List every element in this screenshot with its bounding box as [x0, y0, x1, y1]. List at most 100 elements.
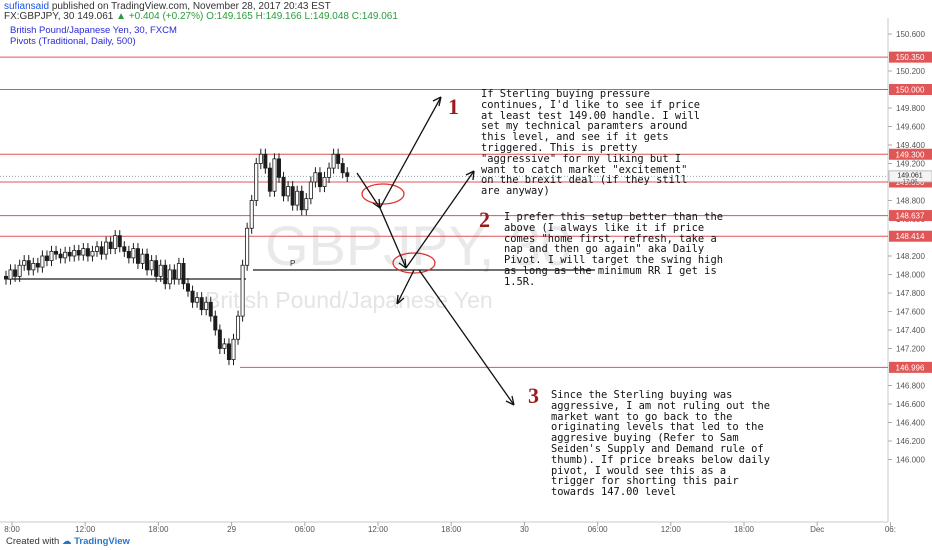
- candle-body: [35, 262, 40, 268]
- candle-body: [49, 250, 54, 262]
- candle-body: [54, 250, 59, 255]
- level-tag: [889, 51, 932, 63]
- level-tag-label: 149.000: [896, 178, 925, 187]
- price-tick-label: 147.600: [896, 308, 925, 317]
- note-number-2: 2: [479, 207, 490, 232]
- candle-body: [222, 343, 227, 349]
- candle-body: [158, 264, 163, 277]
- time-tick-label: 06:00: [588, 525, 609, 534]
- arrow-3-down[interactable]: [418, 269, 515, 406]
- level-tag: [889, 361, 932, 373]
- price-tick-label: 146.000: [896, 456, 925, 465]
- publish-line: sufiansaid published on TradingView.com,…: [4, 1, 331, 12]
- candle-body: [231, 338, 236, 361]
- level-tag: [889, 210, 932, 222]
- candle-body: [286, 186, 291, 197]
- arrow-2b-down[interactable]: [396, 269, 415, 305]
- candle-body: [108, 241, 113, 249]
- time-tick-label: 12:00: [661, 525, 682, 534]
- candle-body: [317, 172, 322, 188]
- candle-body: [72, 250, 77, 257]
- note-text-1[interactable]: If Sterling buying pressure continues, I…: [481, 88, 700, 198]
- price-tick-label: 146.600: [896, 400, 925, 409]
- author-link[interactable]: sufiansaid: [4, 1, 50, 12]
- arrowhead-3: [505, 395, 515, 406]
- price-tick-label: 149.400: [896, 141, 925, 150]
- footer: Created with ☁ TradingView: [6, 536, 130, 547]
- candle-body: [85, 248, 90, 257]
- candle-body: [58, 253, 63, 259]
- symbol-label: FX:GBPJPY, 30: [4, 11, 75, 22]
- current-price-tag: [888, 170, 932, 183]
- candle-body: [76, 250, 81, 256]
- entry-ellipse-1[interactable]: [361, 183, 405, 205]
- watermark-symbol: GBPJPY, 30: [265, 214, 572, 277]
- time-tick-label: 06:00: [295, 525, 316, 534]
- arrowhead-1-down: [372, 198, 381, 209]
- candle-body: [331, 153, 336, 169]
- note-text-3[interactable]: Since the Sterling buying was aggressive…: [551, 389, 770, 499]
- created-with-label: Created with: [6, 536, 60, 547]
- candle-body: [195, 297, 200, 303]
- indicator-label[interactable]: Pivots (Traditional, Daily, 500): [10, 36, 136, 47]
- price-tick-label: 148.000: [896, 271, 925, 280]
- candle-body: [145, 253, 150, 271]
- price-tick-label: 147.200: [896, 345, 925, 354]
- bar-countdown-label: 17:06: [902, 179, 918, 185]
- candle-body: [117, 235, 122, 248]
- price-tick-label: 146.200: [896, 437, 925, 446]
- candle-body: [90, 250, 95, 257]
- candle-body: [236, 315, 241, 340]
- price-tick-label: 150.600: [896, 30, 925, 39]
- candle-body: [167, 269, 172, 285]
- candle-body: [81, 248, 86, 256]
- candle-body: [267, 167, 272, 192]
- candle-body: [217, 329, 222, 349]
- pivot-label: P: [290, 259, 295, 268]
- entry-ellipse-2[interactable]: [392, 252, 436, 274]
- candle-body: [4, 275, 9, 280]
- level-tag-label: 150.350: [896, 53, 925, 62]
- candle-body: [13, 269, 18, 277]
- arrow-1-down[interactable]: [356, 172, 381, 209]
- price-tick-label: 149.600: [896, 123, 925, 132]
- level-tag-label: 149.300: [896, 150, 925, 159]
- arrow-2-up[interactable]: [405, 170, 475, 269]
- candle-body: [204, 301, 209, 311]
- arrowhead-2: [465, 170, 475, 181]
- candle-body: [44, 255, 49, 262]
- horizontal-levels[interactable]: [0, 56, 888, 368]
- price-tags: 150.350 150.000 149.300 149.000 148.637 148.4…: [888, 51, 932, 373]
- candle-body: [249, 200, 254, 229]
- arrowhead-1: [432, 96, 442, 107]
- candle-body: [95, 246, 100, 252]
- candle-body: [135, 248, 140, 264]
- drawings[interactable]: [356, 96, 515, 406]
- chart-title[interactable]: British Pound/Japanese Yen, 30, FXCM: [10, 25, 177, 36]
- candle-body: [199, 297, 204, 311]
- published-text: published on TradingView.com, November 2…: [51, 1, 331, 12]
- level-tag: [889, 84, 932, 95]
- time-tick-label: 12:00: [75, 525, 96, 534]
- arrow-1-up[interactable]: [379, 96, 442, 209]
- ohlc-values: O:149.165 H:149.166 L:149.048 C:149.061: [206, 11, 398, 22]
- tradingview-brand[interactable]: TradingView: [74, 536, 130, 547]
- price-tick-label: 149.200: [896, 160, 925, 169]
- level-tag: [889, 230, 932, 242]
- candle-body: [126, 250, 131, 259]
- price-tick-label: 147.800: [896, 289, 925, 298]
- candle-body: [322, 176, 327, 188]
- candle-body: [172, 269, 177, 280]
- candle-body: [99, 246, 104, 255]
- note-text-2[interactable]: I prefer this setup better than the abov…: [504, 211, 723, 288]
- candle-body: [208, 301, 213, 317]
- candle-body: [63, 251, 68, 259]
- level-tag-label: 150.000: [896, 86, 925, 95]
- candle-body: [17, 264, 22, 277]
- candle-body: [22, 260, 27, 266]
- candle-body: [281, 176, 286, 197]
- candles: [4, 148, 350, 366]
- arrow-2-down[interactable]: [379, 207, 407, 269]
- candle-body: [104, 241, 109, 255]
